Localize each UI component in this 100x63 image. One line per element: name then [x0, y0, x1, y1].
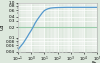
- Text: Re: Re: [92, 60, 97, 63]
- Y-axis label: Cd: Cd: [0, 24, 4, 30]
